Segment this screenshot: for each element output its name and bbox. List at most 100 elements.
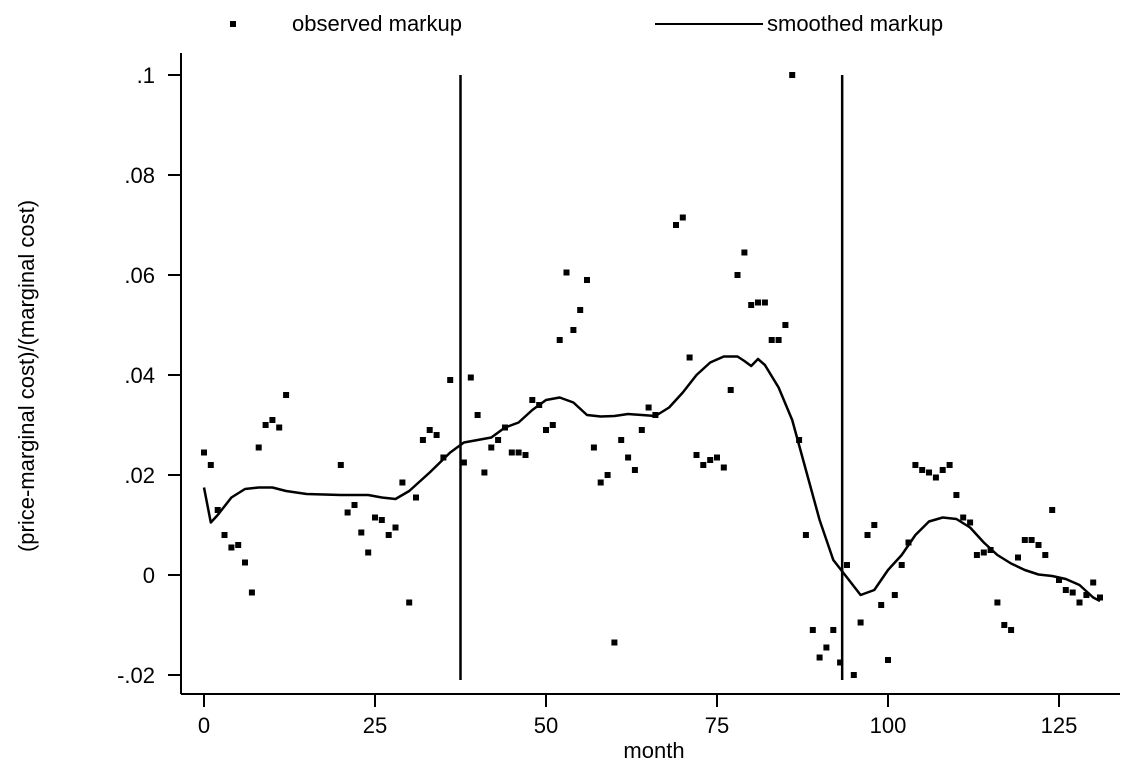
observed-point [1035,542,1042,548]
observed-point [686,354,693,361]
observed-point [1097,594,1103,601]
observed-point [283,392,290,398]
observed-point [768,337,775,343]
observed-point [214,507,221,513]
y-ticks: -.02 0 .02 .04 .06 .08 .1 [117,63,181,688]
y-tick-label: .04 [124,363,155,388]
x-tick-label: 50 [534,713,558,738]
observed-point [351,502,358,508]
observed-point [255,444,262,451]
observed-point [529,397,536,403]
observed-point [467,374,474,381]
y-tick-label: .02 [124,463,155,488]
observed-point [912,462,919,468]
legend: observed markup smoothed markup [230,11,943,36]
observed-point [447,377,454,383]
observed-point [700,462,707,468]
smoothed-series [202,355,1101,603]
observed-point [796,437,803,443]
observed-point [844,562,850,568]
observed-point [802,532,809,538]
y-tick-label: .06 [124,263,155,288]
observed-point [898,562,905,568]
observed-point [980,549,987,556]
observed-point [570,327,577,333]
observed-point [597,479,604,486]
observed-point [932,474,939,481]
observed-point [1001,622,1008,628]
axes: -.020.02.04.06.08.1 0 25 50 75 100 125 month … [14,53,1120,763]
y-tick-label: .08 [124,163,155,188]
observed-point [919,467,926,473]
observed-point [755,299,761,306]
observed-point [693,452,700,458]
observed-point [488,444,495,451]
observed-point [809,627,816,633]
observed-point [460,459,467,466]
observed-point [1076,599,1083,606]
y-tick-label: -.02 [117,663,155,688]
observed-point [577,307,584,313]
observed-point [201,449,207,456]
observed-point [440,454,447,461]
y-tick-label: 0 [143,563,155,588]
observed-point [385,532,392,538]
legend-observed-marker [230,21,236,27]
observed-point [590,444,597,451]
observed-point [433,432,440,438]
observed-point [207,462,214,468]
observed-point [563,269,570,276]
observed-point [631,467,638,473]
observed-point [939,467,946,473]
observed-point [652,412,659,418]
observed-point [337,462,344,468]
observed-point [782,322,789,328]
observed-point [1062,587,1069,593]
observed-point [645,404,652,411]
observed-point [406,599,413,606]
observed-point [242,559,248,566]
x-tick-label: 100 [870,713,907,738]
observed-point [953,492,960,498]
observed-point [761,299,768,306]
observed-point [775,337,782,343]
observed-point [549,422,556,428]
smoothed-markup-line [202,355,1101,603]
observed-point [850,672,857,678]
observed-point [994,599,1001,606]
observed-point [714,454,720,461]
observed-point [522,452,529,458]
observed-point [987,547,994,553]
observed-point [830,627,837,633]
observed-point [837,659,844,666]
x-tick-label: 125 [1041,713,1078,738]
observed-point [426,427,433,433]
observed-point [515,449,522,456]
observed-point [276,424,283,431]
observed-point [673,222,679,228]
observed-point [221,532,228,538]
observed-point [1042,552,1049,558]
observed-point [495,437,502,443]
observed-point [1056,577,1062,583]
x-ticks: 0 25 50 75 100 125 [198,694,1077,738]
observed-point [413,494,419,501]
observed-point [1083,592,1090,598]
observed-point [618,437,625,443]
observed-point [378,517,385,523]
observed-point [344,509,351,516]
observed-point [248,589,255,596]
observed-point [419,437,426,443]
observed-point [262,422,269,428]
observed-point [392,524,399,531]
observed-point [611,639,618,646]
observed-point [235,542,242,548]
x-tick-label: 75 [705,713,729,738]
observed-point [625,454,632,461]
observed-point [508,449,515,456]
observed-point [864,532,871,538]
observed-point [967,519,974,526]
observed-point [720,464,727,471]
y-axis-label: (price-marginal cost)/(marginal cost) [14,200,39,552]
observed-point [1090,579,1097,586]
